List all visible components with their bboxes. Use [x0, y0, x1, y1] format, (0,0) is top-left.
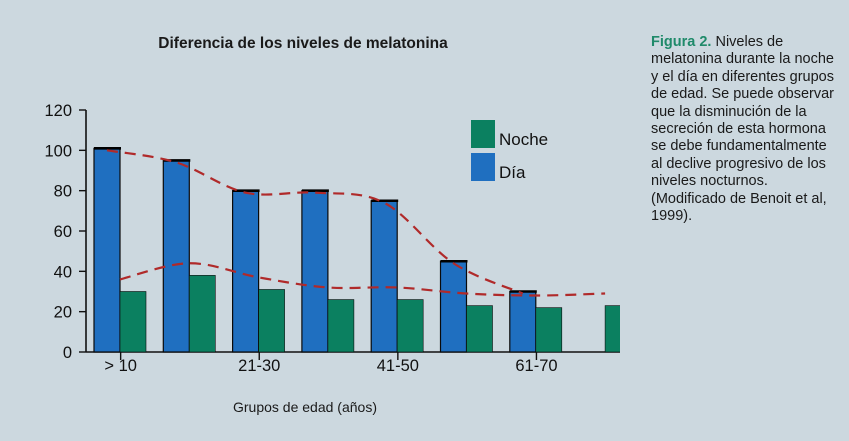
bar-dia [370, 200, 398, 353]
chart-svg: Diferencia de los niveles de melatonina … [44, 35, 639, 415]
figure-caption: Figura 2. Niveles de melatonina durante … [651, 34, 841, 225]
x-tick-label: 21-30 [238, 357, 280, 375]
caption-body: Niveles de melatonina durante la noche y… [651, 34, 834, 225]
bar-noche [258, 289, 285, 353]
legend-label: Día [499, 163, 526, 182]
plot-area: 0 20 40 60 80 100 120 > 10 21-30 41-50 61-70 Noche D… [44, 102, 639, 375]
bar-dia [162, 159, 190, 353]
bar-dia [93, 147, 121, 353]
bar-noche [535, 307, 563, 353]
bar-noche [466, 305, 493, 353]
bar-noche [327, 299, 355, 353]
y-tick-label: 40 [54, 263, 72, 281]
bar-dia [232, 190, 260, 353]
y-tick-label: 60 [54, 223, 72, 241]
x-tick-label: > 10 [104, 357, 137, 375]
y-tick-label: 0 [63, 344, 72, 362]
chart-title: Diferencia de los niveles de melatonina [158, 35, 448, 52]
legend-label: Noche [499, 130, 548, 149]
bar-dia [439, 260, 468, 353]
bar-noche [396, 299, 424, 353]
legend-swatch [471, 120, 495, 148]
x-axis-label: Grupos de edad (años) [233, 399, 377, 415]
legend-swatch [471, 153, 495, 181]
y-tick-label: 80 [54, 183, 72, 201]
x-tick-label: 41-50 [377, 357, 419, 375]
x-tick-label: 61-70 [515, 357, 557, 375]
bar-dia [509, 290, 537, 353]
trend-line-noche [119, 262, 606, 297]
bar-noche [189, 275, 216, 353]
bar-dia [301, 190, 329, 353]
y-tick-label: 20 [54, 304, 72, 322]
chart: Diferencia de los niveles de melatonina … [44, 35, 639, 415]
caption-lead: Figura 2. [651, 34, 712, 50]
trend-line-dia [106, 149, 524, 295]
bar-noche [604, 305, 632, 353]
bar-noche [119, 291, 147, 353]
y-tick-label: 100 [44, 142, 72, 160]
y-tick-label: 120 [44, 102, 72, 120]
